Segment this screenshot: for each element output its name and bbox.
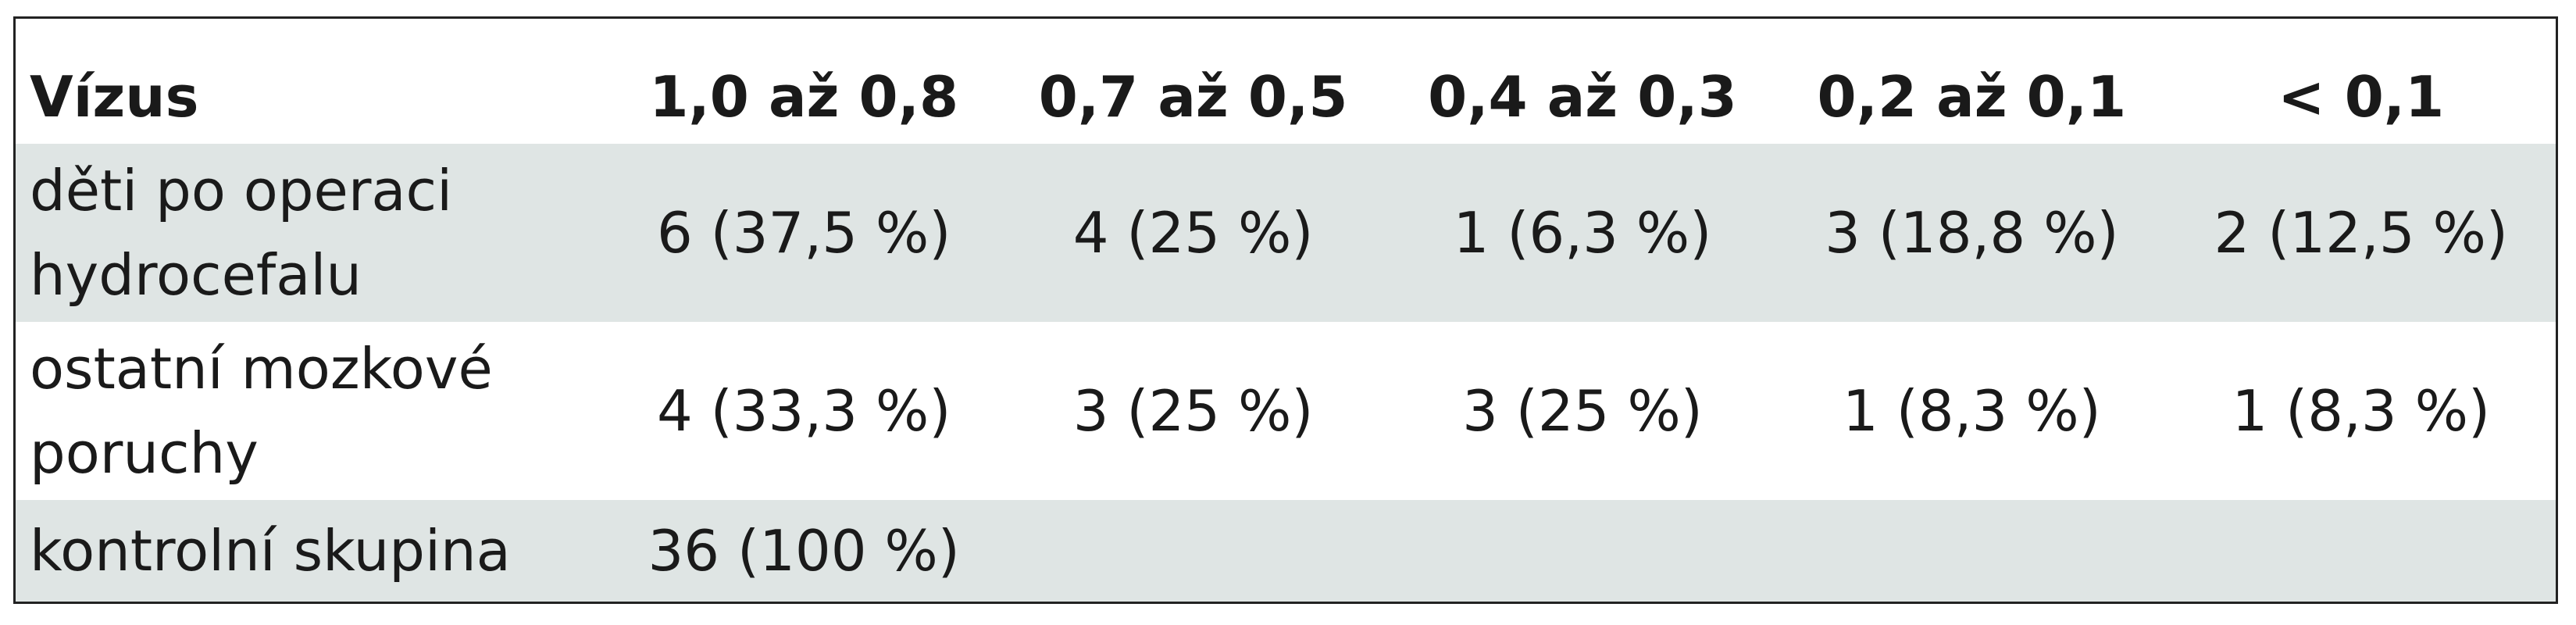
table-cell: 36 (100 %) — [648, 518, 960, 584]
table-frame: Vízus 1,0 až 0,8 0,7 až 0,5 0,4 až 0,3 0,2 a… — [13, 16, 2558, 604]
header-cell: 0,7 až 0,5 — [1038, 64, 1348, 130]
table-row: děti po operaci hydrocefalu 6 (37,5 %) 4 (… — [16, 144, 2556, 322]
table-cell: 2 (12,5 %) — [2214, 200, 2509, 266]
header-cell: 0,2 až 0,1 — [1817, 64, 2127, 130]
table-cell: 3 (18,8 %) — [1825, 200, 2119, 266]
empty-cell — [998, 500, 1387, 602]
row-label: děti po operaci hydrocefalu — [30, 158, 453, 308]
table: Vízus 1,0 až 0,8 0,7 až 0,5 0,4 až 0,3 0,2 a… — [16, 50, 2556, 602]
row-label: kontrolní skupina — [30, 518, 511, 584]
row-label: ostatní mozkové poruchy — [30, 336, 493, 486]
table-row: kontrolní skupina 36 (100 %) — [16, 500, 2556, 602]
table-cell: 3 (25 %) — [1462, 378, 1703, 444]
table-cell: 6 (37,5 %) — [656, 200, 951, 266]
empty-cell — [1777, 500, 2166, 602]
table-cell: 1 (6,3 %) — [1453, 200, 1712, 266]
header-cell: Vízus — [30, 64, 199, 130]
empty-cell — [2167, 500, 2556, 602]
table-cell: 4 (25 %) — [1072, 200, 1314, 266]
header-row: Vízus 1,0 až 0,8 0,7 až 0,5 0,4 až 0,3 0,2 a… — [16, 50, 2556, 144]
table-cell: 4 (33,3 %) — [656, 378, 951, 444]
header-cell: 0,4 až 0,3 — [1428, 64, 1737, 130]
table-cell: 3 (25 %) — [1072, 378, 1314, 444]
table-body: děti po operaci hydrocefalu 6 (37,5 %) 4 (… — [16, 144, 2556, 602]
table-cell: 1 (8,3 %) — [1843, 378, 2101, 444]
empty-cell — [1388, 500, 1777, 602]
header-cell: 1,0 až 0,8 — [649, 64, 959, 130]
table-cell: 1 (8,3 %) — [2232, 378, 2491, 444]
table-row: ostatní mozkové poruchy 4 (33,3 %) 3 (25 %… — [16, 322, 2556, 500]
header-cell: < 0,1 — [2278, 64, 2445, 130]
